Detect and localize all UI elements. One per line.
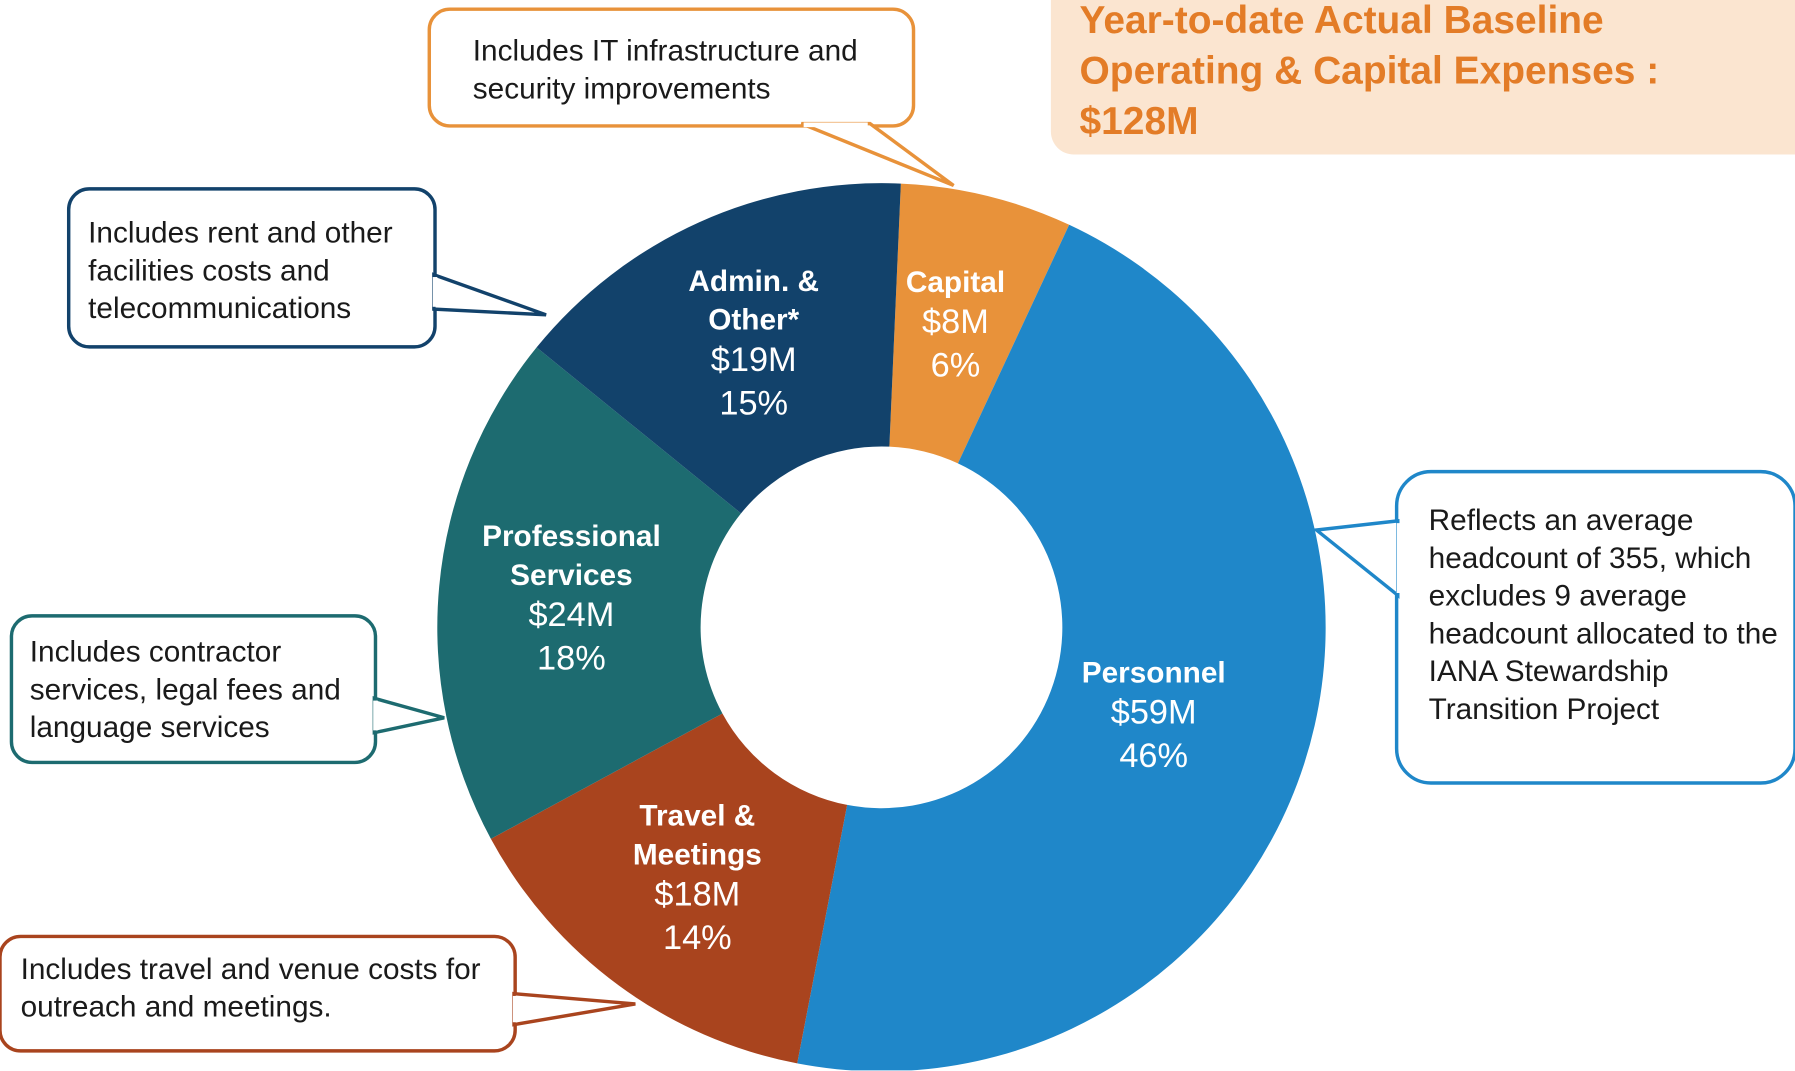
callout-pointer [432,272,547,317]
category-label: Personnel [1081,654,1226,690]
value-label: $8M [922,303,989,341]
category-label: Travel & Meetings [632,798,762,872]
slice-label: Professional Services $24M 18% [463,516,681,681]
callout-box [1394,469,1795,785]
slice [797,224,1326,1071]
callout-pointer [372,696,445,735]
callout-box [427,7,916,128]
category-label: Admin. & Other* [688,263,820,337]
title-box [1050,0,1795,155]
callout-pointer [512,991,636,1027]
category-label: Professional Services [482,518,661,592]
percent-label: 15% [719,384,789,423]
slice [490,713,848,1064]
slice-label: Personnel $59M 46% [1045,653,1263,779]
value-label: $24M [528,596,615,634]
callout-text: Includes travel and venue costs for outr… [20,951,481,1024]
slice [536,183,901,514]
callout-text: Includes rent and other facilities costs… [88,215,393,326]
percent-label: 46% [1119,737,1189,776]
value-label: $59M [1110,693,1197,732]
value-label: $18M [654,876,741,914]
category-label: Capital [905,264,1006,299]
slice-label: Travel & Meetings $18M 14% [589,796,807,961]
percent-label: 6% [930,346,981,385]
slice [437,347,742,839]
callout-text: Includes contractor services, legal fees… [29,634,341,745]
callout-shapes [0,7,1795,1053]
slice [889,183,1070,464]
donut [437,183,1326,1071]
slice-label: Admin. & Other* $19M 15% [645,261,863,426]
value-label: $19M [710,341,797,379]
chart-title: Year-to-date Actual Baseline Operating &… [1079,0,1660,144]
callout-text: Includes IT infrastructure and security … [472,33,858,106]
percent-label: 14% [662,919,732,958]
percent-label: 18% [537,639,606,678]
callout-box [66,187,437,349]
callout-pointer [1312,518,1400,599]
callout-box [9,614,378,765]
callout-text: Reflects an average headcount of 355, wh… [1428,502,1778,726]
callout-pointer [800,121,955,188]
slice-label: Capital $8M 6% [847,262,1065,388]
